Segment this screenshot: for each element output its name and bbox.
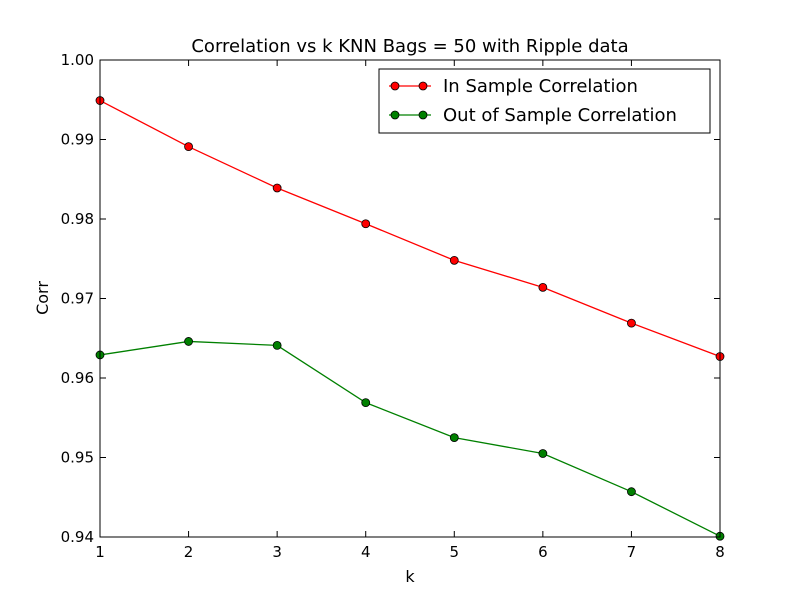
x-tick-label: 3 (272, 543, 282, 561)
y-tick-label: 0.97 (61, 290, 94, 308)
x-tick-label: 6 (538, 543, 548, 561)
data-point (184, 337, 193, 346)
legend-marker (390, 81, 400, 91)
y-tick-label: 0.95 (61, 449, 94, 467)
series-line (99, 99, 721, 358)
y-axis-label: Corr (33, 281, 52, 315)
x-axis-label: k (405, 567, 415, 586)
legend-marker (418, 81, 428, 91)
x-axis: 1 2 3 4 5 6 7 8 (95, 60, 725, 561)
data-point (627, 487, 636, 497)
data-point (449, 255, 459, 265)
x-tick-label: 5 (450, 543, 460, 561)
data-point (538, 449, 548, 458)
y-tick-label: 1.00 (61, 51, 94, 69)
y-tick-label: 0.94 (61, 528, 94, 546)
y-axis: 0.94 0.95 0.96 0.97 0.98 0.99 1.00 (61, 51, 720, 546)
data-point (538, 282, 548, 292)
data-point (627, 318, 636, 328)
legend-label: In Sample Correlation (443, 76, 638, 97)
data-point (449, 433, 459, 443)
legend-marker (418, 110, 428, 120)
legend: In Sample Correlation Out of Sample Corre… (378, 68, 711, 134)
x-tick-label: 2 (184, 543, 194, 561)
legend-label: Out of Sample Correlation (443, 105, 677, 126)
data-point (272, 183, 282, 193)
x-tick-label: 1 (95, 543, 105, 561)
x-tick-label: 4 (361, 543, 371, 561)
chart-title: Correlation vs k KNN Bags = 50 with Ripp… (191, 36, 628, 57)
series-2 (95, 337, 725, 541)
data-point (184, 142, 193, 152)
x-tick-label: 7 (627, 543, 637, 561)
plot-marks (95, 96, 725, 541)
data-point (361, 219, 371, 229)
legend-marker (390, 110, 400, 120)
series-line (99, 340, 721, 537)
data-point (361, 398, 371, 408)
y-tick-label: 0.96 (61, 369, 94, 387)
y-tick-label: 0.98 (61, 210, 94, 228)
x-tick-label: 8 (715, 543, 725, 561)
data-point (272, 341, 282, 350)
legend-box (378, 68, 711, 134)
y-tick-label: 0.99 (61, 131, 94, 149)
series-1 (95, 96, 725, 361)
